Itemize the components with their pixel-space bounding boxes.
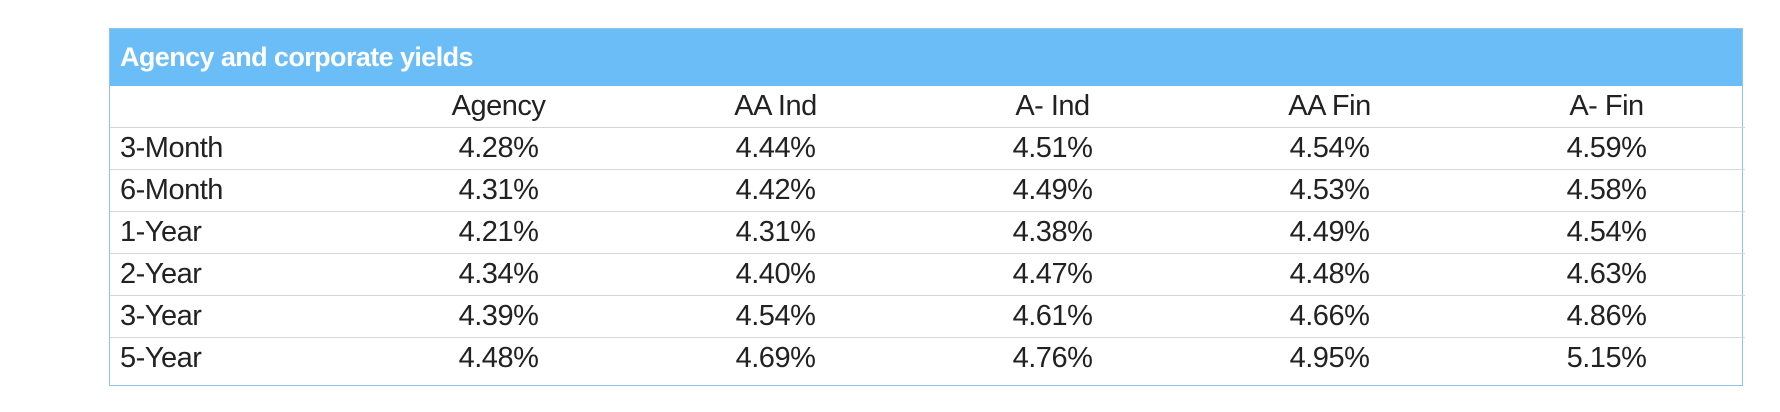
yields-table: Agency AA Ind A- Ind AA Fin A- Fin 3-Mon… [110, 86, 1745, 379]
table-row: 3-Year 4.39% 4.54% 4.61% 4.66% 4.86% [110, 295, 1745, 338]
table-cell: 4.63% [1468, 253, 1745, 296]
table-cell: 4.48% [1191, 253, 1468, 296]
row-label: 6-Month [110, 169, 360, 212]
table-cell: 4.54% [1468, 211, 1745, 254]
row-label: 5-Year [120, 342, 202, 374]
table-cell: 4.31% [637, 211, 914, 254]
table-cell: 5.15% [1566, 342, 1647, 374]
column-header-corner [110, 86, 360, 128]
table-cell: 4.54% [637, 295, 914, 338]
table-cell: 4.34% [360, 253, 637, 296]
table-row: 3-Month 4.28% 4.44% 4.51% 4.54% 4.59% [110, 127, 1745, 170]
table-cell: 4.47% [914, 253, 1191, 296]
table-cell: 4.42% [637, 169, 914, 212]
table-cell: 4.53% [1191, 169, 1468, 212]
table-cell: 4.58% [1468, 169, 1745, 212]
row-label: 2-Year [110, 253, 360, 296]
table-cell: 4.51% [914, 127, 1191, 170]
table-cell: 4.61% [914, 295, 1191, 338]
table-title: Agency and corporate yields [120, 42, 474, 72]
table-cell: 4.49% [914, 169, 1191, 212]
table-row: 5-Year 4.48% 4.69% 4.76% 4.95% 5.15% [110, 338, 1745, 380]
row-label: 3-Year [110, 295, 360, 338]
table-cell: 4.38% [914, 211, 1191, 254]
table-cell: 4.54% [1191, 127, 1468, 170]
table-cell: 4.69% [735, 342, 816, 374]
table-row: 1-Year 4.21% 4.31% 4.38% 4.49% 4.54% [110, 211, 1745, 254]
yields-table-frame: Agency and corporate yields Agency AA In… [109, 28, 1745, 386]
column-header-aa-fin: AA Fin [1191, 86, 1468, 128]
table-cell: 4.59% [1468, 127, 1745, 170]
column-header-a-ind: A- Ind [914, 86, 1191, 128]
table-cell: 4.66% [1191, 295, 1468, 338]
table-row: 2-Year 4.34% 4.40% 4.47% 4.48% 4.63% [110, 253, 1745, 296]
table-cell: 4.39% [360, 295, 637, 338]
table-cell: 4.95% [1289, 342, 1370, 374]
column-header-a-fin: A- Fin [1468, 86, 1745, 128]
table-cell: 4.76% [1012, 342, 1093, 374]
table-cell: 4.21% [360, 211, 637, 254]
table-cell: 4.40% [637, 253, 914, 296]
table-cell: 4.31% [360, 169, 637, 212]
row-label: 1-Year [110, 211, 360, 254]
column-header-aa-ind: AA Ind [637, 86, 914, 128]
table-title-bar: Agency and corporate yields [110, 29, 1742, 86]
table-cell: 4.48% [458, 342, 539, 374]
table-cell: 4.44% [637, 127, 914, 170]
table-cell: 4.86% [1468, 295, 1745, 338]
table-cell: 4.49% [1191, 211, 1468, 254]
table-cell: 4.28% [360, 127, 637, 170]
column-header-agency: Agency [360, 86, 637, 128]
header-row: Agency AA Ind A- Ind AA Fin A- Fin [110, 86, 1745, 128]
row-label: 3-Month [110, 127, 360, 170]
table-row: 6-Month 4.31% 4.42% 4.49% 4.53% 4.58% [110, 169, 1745, 212]
